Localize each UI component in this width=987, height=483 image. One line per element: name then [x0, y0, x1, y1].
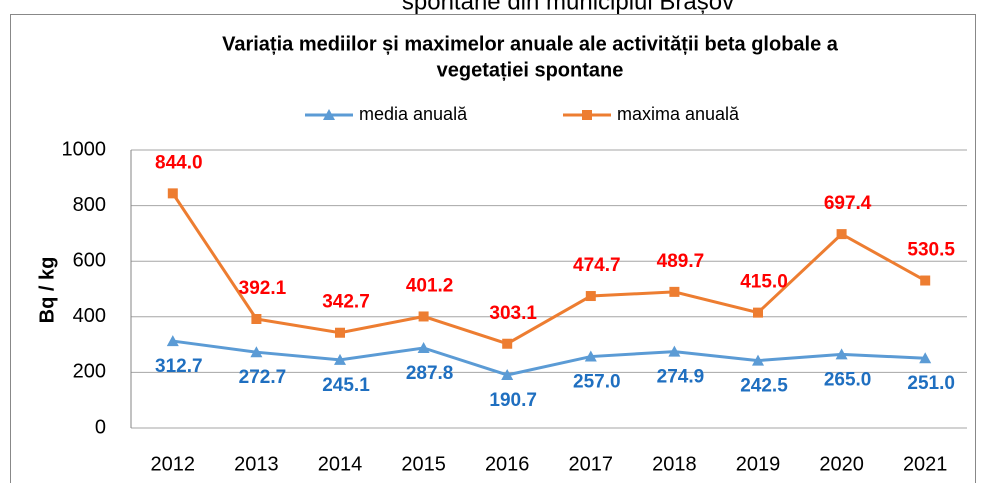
x-tick-label: 2012 [151, 453, 196, 475]
point [753, 307, 763, 318]
y-tick-label: 1000 [62, 138, 107, 160]
chart-title: Variația mediilor și maximelor anuale al… [222, 33, 839, 55]
x-tick-label: 2019 [736, 453, 781, 475]
legend-marker [323, 109, 335, 120]
point [417, 341, 430, 353]
point [584, 350, 597, 362]
x-tick-label: 2021 [903, 453, 948, 475]
y-tick-label: 800 [73, 194, 106, 216]
series-line [171, 192, 926, 346]
data-label: 190.7 [489, 390, 537, 411]
y-axis-label: Bq / kg [36, 257, 58, 324]
data-label: 242.5 [740, 376, 788, 397]
header-text: spontane din municipiul Brașov [402, 0, 734, 15]
legend-label: media anuală [359, 104, 468, 124]
chart-title: vegetației spontane [437, 59, 624, 81]
data-label: 251.0 [907, 373, 955, 394]
point [501, 368, 514, 380]
series-line [172, 339, 926, 377]
data-label: 489.7 [657, 251, 705, 272]
y-tick-label: 200 [73, 361, 106, 383]
point [502, 338, 513, 349]
point [335, 327, 345, 338]
x-tick-label: 2018 [652, 453, 697, 475]
point [669, 286, 680, 297]
point [668, 345, 681, 357]
data-label: 474.7 [573, 255, 621, 276]
y-tick-label: 0 [95, 416, 106, 438]
chart-frame [10, 14, 976, 483]
point [250, 346, 263, 358]
data-label: 342.7 [322, 292, 370, 313]
data-label: 844.0 [155, 152, 203, 173]
data-label: 272.7 [239, 367, 287, 388]
point [166, 335, 179, 347]
point [919, 352, 932, 364]
point [167, 188, 178, 199]
x-tick-label: 2017 [569, 453, 614, 475]
data-label: 530.5 [907, 240, 955, 261]
data-label: 287.8 [406, 363, 454, 384]
point [836, 229, 847, 240]
data-label: 245.1 [322, 375, 370, 396]
point [334, 353, 346, 365]
data-label: 392.1 [239, 278, 287, 299]
point [418, 311, 429, 322]
point [752, 354, 764, 366]
y-tick-label: 400 [73, 305, 106, 327]
data-label: 312.7 [155, 356, 203, 377]
data-label: 697.4 [824, 193, 872, 214]
legend-marker [582, 110, 592, 120]
point [251, 313, 262, 324]
data-label: 274.9 [657, 367, 705, 388]
point [835, 348, 848, 360]
point [585, 291, 596, 302]
data-label: 303.1 [489, 303, 537, 324]
y-tick-label: 600 [73, 249, 106, 271]
legend-label: maxima anuală [617, 104, 740, 124]
point [920, 275, 931, 286]
x-tick-label: 2015 [401, 453, 446, 475]
data-label: 257.0 [573, 372, 621, 393]
x-tick-label: 2016 [485, 453, 530, 475]
data-label: 415.0 [740, 272, 788, 293]
data-label: 265.0 [824, 369, 872, 390]
x-tick-label: 2013 [234, 453, 279, 475]
x-tick-label: 2020 [819, 453, 864, 475]
data-label: 401.2 [406, 275, 454, 296]
x-tick-label: 2014 [318, 453, 363, 475]
